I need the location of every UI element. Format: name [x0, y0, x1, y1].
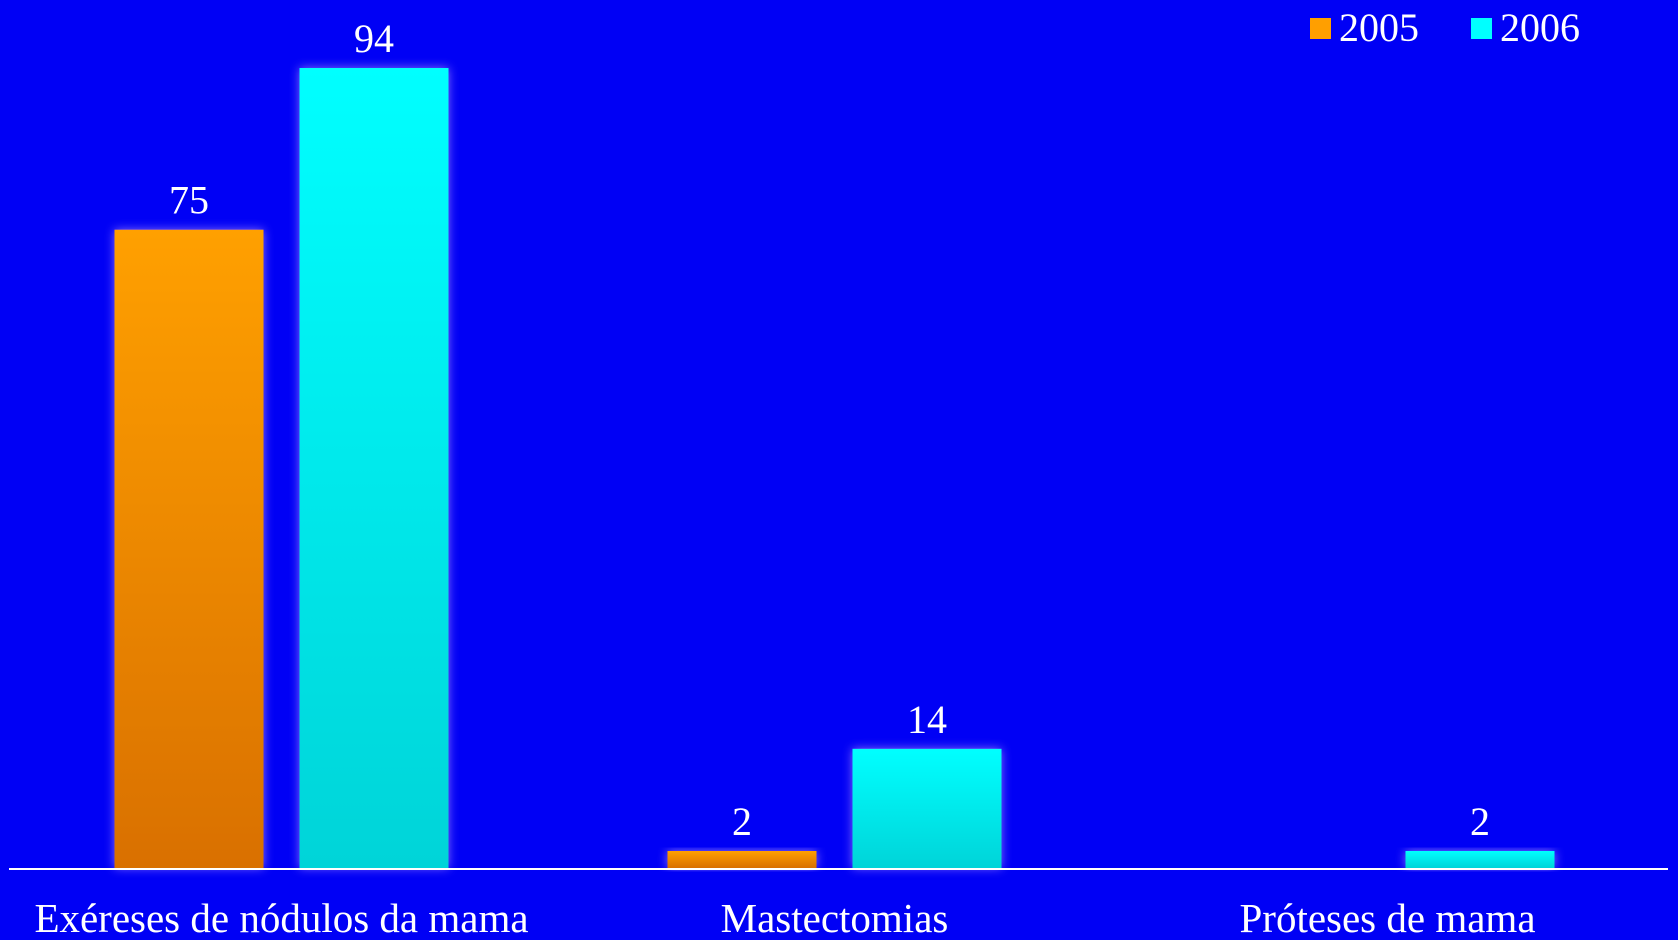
- data-label-2005-0: 75: [169, 178, 209, 223]
- legend-item-2005: 2005: [1310, 4, 1419, 52]
- legend-swatch-2006: [1471, 17, 1492, 39]
- x-tick-label-0: Exéreses de nódulos da mama: [34, 895, 528, 940]
- legend-item-2006: 2006: [1471, 4, 1580, 52]
- data-label-2006-0: 94: [354, 16, 394, 61]
- x-tick-labels-layer: Exéreses de nódulos da mama Mastectomias P…: [34, 895, 1535, 940]
- legend: 2005 2006: [1310, 4, 1580, 52]
- bar-2006-0: [299, 68, 449, 868]
- bar-2005-1: [667, 850, 817, 868]
- x-tick-label-2: Próteses de mama: [1239, 895, 1535, 940]
- data-label-2006-2: 2: [1470, 799, 1490, 844]
- bar-2006-2: [1405, 850, 1555, 868]
- data-label-2005-1: 2: [732, 799, 752, 844]
- bars-layer: [114, 68, 1555, 868]
- legend-label-2006: 2006: [1500, 5, 1580, 50]
- legend-swatch-2005: [1310, 17, 1331, 39]
- bar-2005-0: [114, 229, 264, 868]
- legend-label-2005: 2005: [1339, 5, 1419, 50]
- data-label-2006-1: 14: [907, 697, 947, 742]
- bar-2006-1: [852, 748, 1002, 868]
- x-tick-label-1: Mastectomias: [721, 895, 949, 940]
- data-labels-layer: 75 94 2 14 2: [169, 16, 1490, 844]
